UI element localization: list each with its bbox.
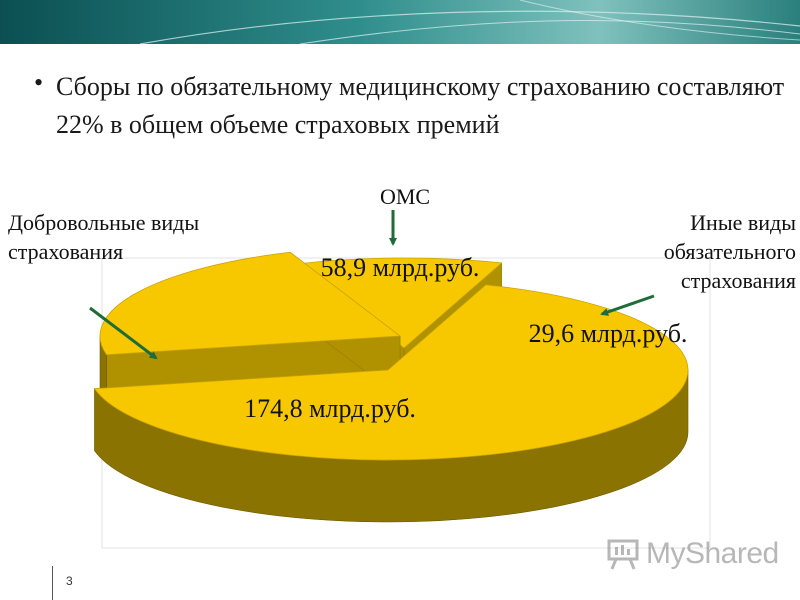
data-label-2: 58,9 млрд.руб. bbox=[321, 253, 480, 282]
arrow-other bbox=[600, 294, 655, 316]
bullet-marker: • bbox=[34, 68, 44, 97]
presentation-board-icon bbox=[607, 539, 639, 570]
watermark-text: MyShared bbox=[646, 537, 779, 570]
watermark: MyShared bbox=[606, 536, 779, 572]
data-label-1: 174,8 млрд.руб. bbox=[244, 394, 416, 423]
data-label-3: 29,6 млрд.руб. bbox=[529, 319, 688, 348]
pie-slice-1 bbox=[93, 284, 689, 523]
annotation-oms: ОМС bbox=[379, 184, 431, 209]
annotation-voluntary: Добровольные виды страхования bbox=[8, 210, 200, 264]
slide-number: 3 bbox=[66, 574, 73, 588]
header-banner bbox=[0, 0, 800, 44]
slide-number-divider bbox=[52, 566, 53, 600]
slide-headline: Сборы по обязательному медицинскому стра… bbox=[56, 72, 785, 139]
annotation-other: Иные виды обязательного страхования bbox=[663, 210, 796, 293]
arrow-voluntary bbox=[89, 306, 158, 360]
